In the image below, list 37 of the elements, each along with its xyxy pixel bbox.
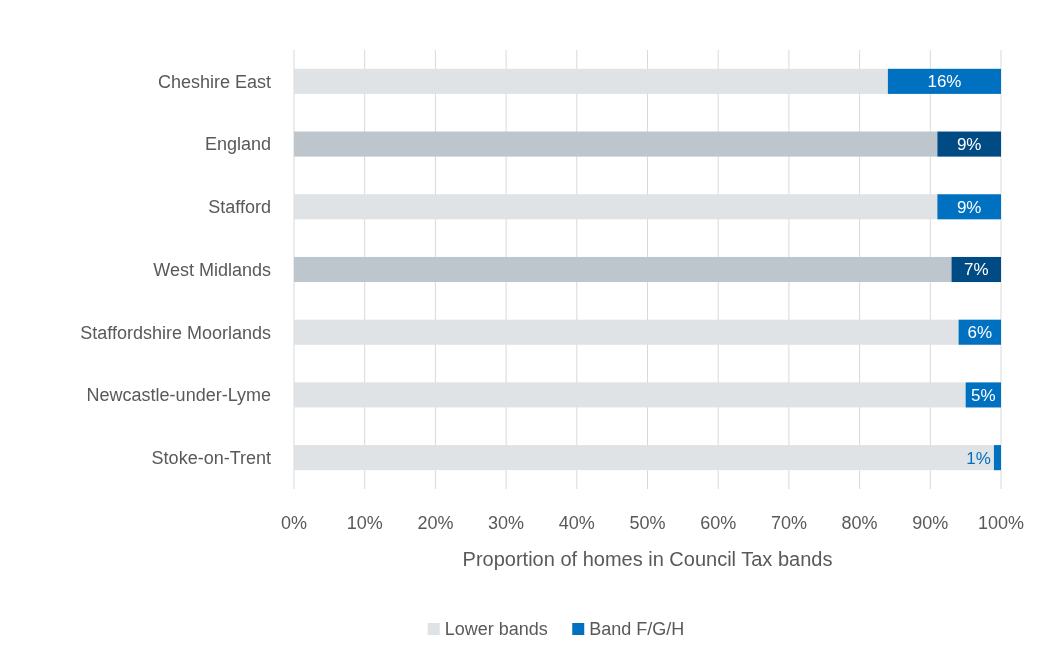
x-tick-label: 40% bbox=[558, 513, 595, 534]
bar bbox=[294, 445, 994, 471]
y-tick-label: Cheshire East bbox=[157, 71, 271, 92]
y-tick-label: West Midlands bbox=[153, 259, 271, 280]
x-tick-label: 100% bbox=[977, 513, 1025, 534]
bar bbox=[993, 445, 1001, 471]
x-tick-label: 30% bbox=[488, 513, 525, 534]
data-label: 7% bbox=[963, 260, 989, 280]
bar bbox=[294, 68, 888, 94]
bar bbox=[294, 256, 952, 283]
bar bbox=[294, 194, 938, 220]
x-tick-label: 10% bbox=[346, 513, 383, 534]
bar bbox=[294, 319, 959, 345]
legend-label: Lower bands bbox=[444, 619, 548, 640]
y-tick-label: Stafford bbox=[208, 197, 271, 218]
data-label: 5% bbox=[971, 385, 996, 405]
x-tick-label: 90% bbox=[912, 513, 949, 534]
data-label: 9% bbox=[956, 135, 982, 155]
bar bbox=[887, 68, 1001, 94]
data-label: 9% bbox=[956, 197, 982, 217]
x-tick-label: 60% bbox=[700, 513, 737, 534]
y-tick-label: Staffordshire Moorlands bbox=[80, 322, 271, 343]
legend-label: Band F/G/H bbox=[589, 619, 685, 640]
x-tick-label: 20% bbox=[417, 513, 454, 534]
x-tick-label: 0% bbox=[280, 513, 308, 534]
x-tick-label: 70% bbox=[770, 513, 807, 534]
y-tick-label: England bbox=[204, 134, 271, 155]
data-label: 1% bbox=[966, 448, 991, 468]
x-tick-label: 50% bbox=[629, 513, 666, 534]
bar bbox=[294, 382, 966, 408]
y-tick-label: Stoke-on-Trent bbox=[151, 447, 271, 468]
x-tick-label: 80% bbox=[841, 513, 878, 534]
data-label: 6% bbox=[967, 323, 993, 343]
y-tick-label: Newcastle-under-Lyme bbox=[86, 385, 271, 406]
data-label: 16% bbox=[927, 72, 962, 92]
x-axis-title: Proportion of homes in Council Tax bands bbox=[462, 548, 833, 570]
bar bbox=[294, 131, 938, 157]
